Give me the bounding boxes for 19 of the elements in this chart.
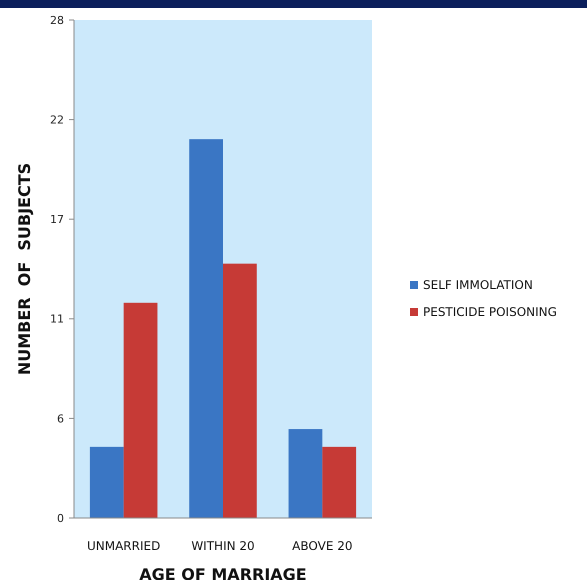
y-tick-label: 17 [50,213,64,226]
y-tick-label: 28 [50,14,64,27]
legend-label: SELF IMMOLATION [423,278,533,292]
bar [90,446,124,518]
legend-label: PESTICIDE POISONING [423,305,557,320]
bar [288,429,322,518]
x-tick-label: ABOVE 20 [292,539,353,553]
bar [223,264,257,518]
x-axis-title: AGE OF MARRIAGE [139,565,307,580]
bar [124,302,158,518]
bar [189,139,223,518]
y-tick-label: 22 [50,113,64,126]
y-tick-label: 11 [50,312,64,326]
bar [322,446,356,518]
y-tick-label: 6 [57,412,64,426]
y-axis-title: NUMBER OF SUBJECTS [15,162,34,376]
x-tick-label: UNMARRIED [86,539,160,553]
x-tick-label: WITHIN 20 [191,539,255,553]
y-tick-label: 0 [57,512,64,525]
